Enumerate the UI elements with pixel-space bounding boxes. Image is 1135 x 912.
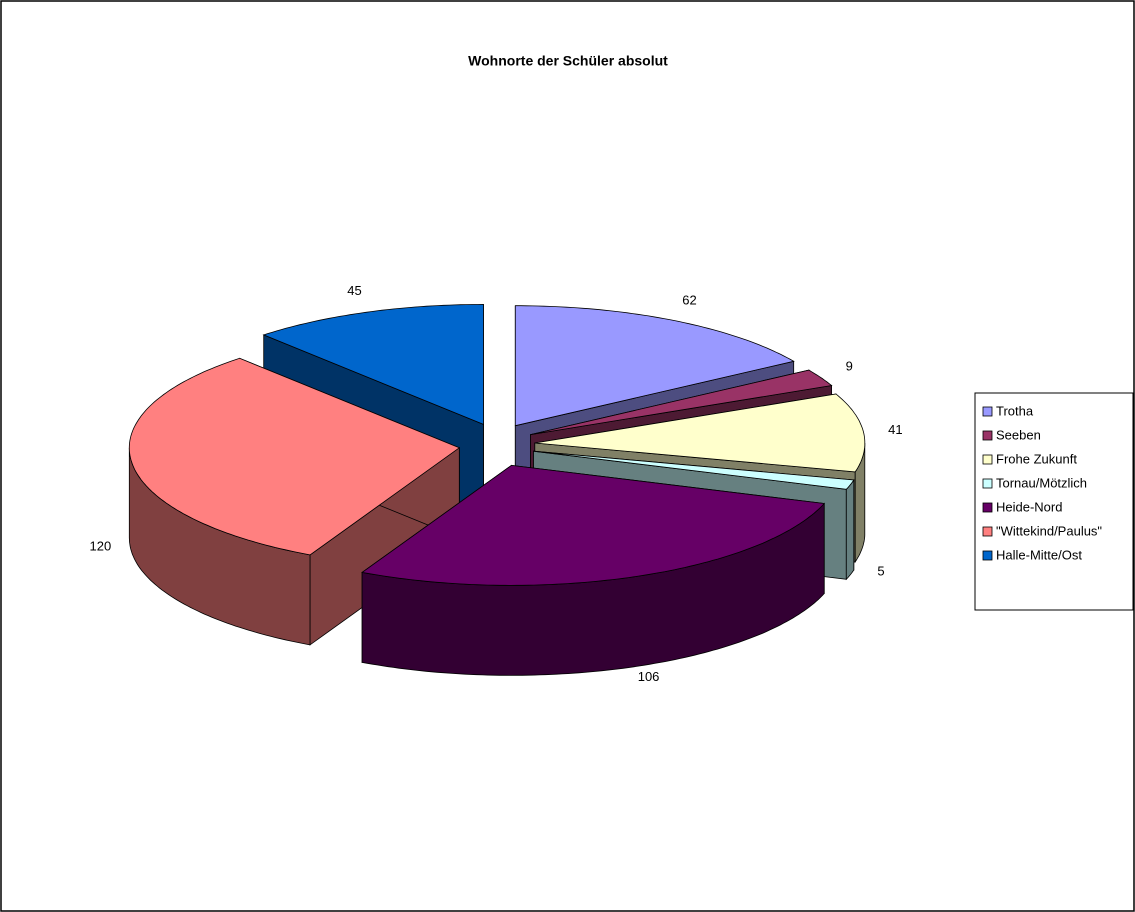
legend-label: "Wittekind/Paulus" — [996, 523, 1102, 538]
legend-label: Seeben — [996, 427, 1041, 442]
legend-label: Halle-Mitte/Ost — [996, 547, 1082, 562]
slice-wall — [845, 478, 855, 581]
legend-swatch — [982, 502, 993, 513]
pie-slice — [128, 357, 461, 646]
chart-title: Wohnorte der Schüler absolut — [468, 53, 668, 69]
data-label: 62 — [682, 293, 696, 308]
legend-swatch — [982, 430, 993, 441]
legend-swatch — [982, 406, 993, 417]
legend-label: Frohe Zukunft — [996, 451, 1077, 466]
data-label: 9 — [846, 359, 853, 374]
slice-top — [128, 357, 461, 556]
legend-label: Trotha — [996, 403, 1034, 418]
slice-top — [361, 464, 826, 586]
legend-swatch — [982, 526, 993, 537]
slice-top — [533, 450, 855, 490]
data-label: 41 — [888, 422, 902, 437]
data-label: 106 — [638, 669, 660, 684]
legend-swatch — [982, 478, 993, 489]
legend-label: Heide-Nord — [996, 499, 1062, 514]
slice-top — [530, 369, 833, 435]
data-label: 5 — [877, 563, 884, 578]
legend-label: Tornau/Mötzlich — [996, 475, 1087, 490]
legend-swatch — [982, 550, 993, 561]
legend-box — [974, 392, 1134, 611]
pie-slice — [361, 464, 826, 676]
slice-top — [262, 303, 484, 425]
legend-swatch — [982, 454, 993, 465]
slice-top — [534, 393, 866, 473]
data-label: 120 — [90, 539, 112, 554]
slice-top — [514, 305, 795, 427]
data-label: 45 — [347, 283, 361, 298]
